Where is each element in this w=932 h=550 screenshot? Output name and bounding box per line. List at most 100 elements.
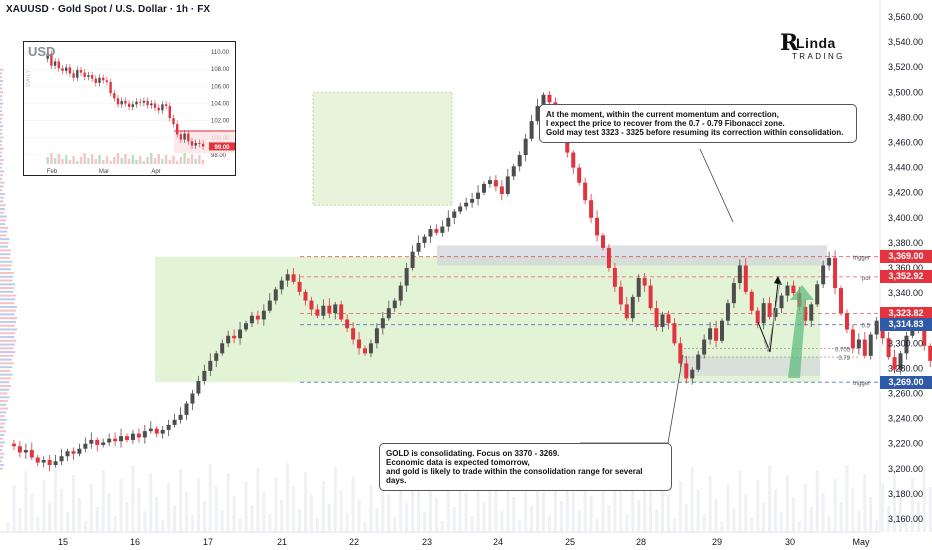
volume-bar bbox=[280, 500, 284, 532]
candle-body bbox=[862, 339, 867, 356]
volume-profile-bar bbox=[0, 132, 2, 135]
candle-body bbox=[398, 285, 403, 301]
inset-y-tick: 98.00 bbox=[211, 153, 227, 159]
volume-bar bbox=[155, 497, 159, 532]
level-tag-3: 0.5 bbox=[862, 324, 871, 330]
volume-profile-bar bbox=[0, 407, 9, 410]
volume-profile-bar bbox=[0, 181, 5, 184]
candle-body bbox=[249, 315, 254, 324]
candle-body bbox=[261, 310, 266, 320]
x-tick-label: 25 bbox=[565, 537, 575, 547]
volume-bar bbox=[476, 479, 480, 532]
volume-bar bbox=[256, 468, 260, 532]
volume-bar bbox=[791, 498, 795, 532]
volume-bar bbox=[125, 502, 129, 532]
volume-profile-bar bbox=[0, 95, 3, 98]
volume-bar bbox=[774, 489, 778, 532]
candle-body bbox=[339, 304, 344, 320]
candle-body bbox=[601, 235, 605, 248]
volume-profile-bar bbox=[0, 366, 13, 369]
inset-candle-body bbox=[139, 101, 142, 103]
inset-candle-body bbox=[164, 104, 168, 107]
candle-body bbox=[357, 339, 362, 349]
y-tick-label: 3,300.00 bbox=[888, 338, 923, 348]
inset-volume-bar bbox=[113, 157, 116, 164]
candle-body bbox=[434, 229, 439, 233]
volume-profile-bar bbox=[0, 196, 5, 199]
candle-body bbox=[493, 180, 498, 187]
volume-bar bbox=[768, 466, 772, 532]
volume-profile-bar bbox=[0, 460, 2, 463]
inset-volume-bar bbox=[116, 153, 120, 164]
candle-body bbox=[208, 360, 213, 371]
volume-profile-bar bbox=[0, 166, 2, 169]
inset-chart-svg: 110.00108.00106.00104.00102.00100.0098.0… bbox=[24, 50, 235, 175]
volume-profile-bar bbox=[0, 403, 7, 406]
volume-bar bbox=[179, 469, 183, 532]
inset-volume-bar bbox=[142, 161, 146, 164]
y-tick-label: 3,400.00 bbox=[888, 213, 923, 223]
volume-profile-bar bbox=[0, 332, 16, 335]
candle-body bbox=[624, 304, 629, 319]
inset-volume-bar bbox=[124, 154, 127, 164]
volume-bar bbox=[839, 502, 843, 532]
volume-bar bbox=[928, 487, 932, 532]
candle-body bbox=[315, 309, 320, 316]
candle-body bbox=[583, 182, 588, 201]
volume-profile-bar bbox=[0, 83, 3, 86]
volume-profile-bar bbox=[0, 204, 6, 207]
candle-body bbox=[470, 198, 475, 203]
candle-body bbox=[345, 319, 350, 329]
y-tick-label: 3,380.00 bbox=[888, 238, 923, 248]
volume-profile-bar bbox=[0, 317, 18, 320]
candle-body bbox=[720, 320, 724, 341]
volume-bar bbox=[720, 522, 724, 532]
inset-volume-bar bbox=[76, 161, 79, 164]
volume-profile-bar bbox=[0, 189, 3, 192]
inset-volume-bar bbox=[164, 155, 168, 164]
volume-profile-bar bbox=[0, 223, 6, 226]
y-tick-label: 3,200.00 bbox=[888, 464, 923, 474]
volume-profile-bar bbox=[0, 76, 2, 79]
candle-body bbox=[660, 314, 665, 327]
candle-body bbox=[773, 308, 778, 317]
inset-candle-body bbox=[172, 118, 175, 125]
candle-body bbox=[672, 323, 677, 344]
volume-bar bbox=[71, 475, 75, 532]
volume-bar bbox=[190, 515, 194, 532]
candle-body bbox=[190, 393, 195, 404]
volume-profile-bar bbox=[0, 358, 13, 361]
volume-profile-bar bbox=[0, 437, 3, 440]
volume-bar bbox=[333, 467, 337, 532]
volume-bar bbox=[95, 507, 99, 532]
candle-body bbox=[363, 348, 367, 354]
inset-volume-bar bbox=[83, 153, 86, 164]
volume-profile-bar bbox=[0, 162, 3, 165]
candle-body bbox=[410, 251, 415, 268]
volume-bar bbox=[54, 466, 58, 532]
inset-volume-bar bbox=[127, 159, 131, 164]
volume-profile-bar bbox=[0, 226, 9, 229]
volume-bar bbox=[916, 501, 920, 532]
candle-body bbox=[368, 343, 373, 354]
inset-volume-bar bbox=[135, 160, 138, 164]
candle-body bbox=[654, 308, 659, 327]
volume-bar bbox=[542, 492, 545, 532]
y-tick-label: 3,480.00 bbox=[888, 112, 923, 122]
volume-profile-bar bbox=[0, 80, 4, 83]
candle-body bbox=[850, 329, 855, 349]
volume-profile-bar bbox=[0, 426, 4, 429]
candle-body bbox=[255, 315, 260, 320]
volume-bar bbox=[428, 475, 432, 532]
candle-body bbox=[642, 278, 647, 286]
volume-bar bbox=[119, 479, 123, 532]
volume-bar bbox=[446, 484, 450, 532]
volume-profile-bar bbox=[0, 347, 14, 350]
candle-body bbox=[898, 353, 903, 370]
volume-profile-bar bbox=[0, 362, 14, 365]
volume-profile-bar bbox=[0, 136, 4, 139]
volume-bar bbox=[309, 495, 313, 532]
candle-body bbox=[606, 247, 611, 268]
inset-volume-bar bbox=[153, 158, 157, 164]
candle-body bbox=[577, 167, 582, 183]
